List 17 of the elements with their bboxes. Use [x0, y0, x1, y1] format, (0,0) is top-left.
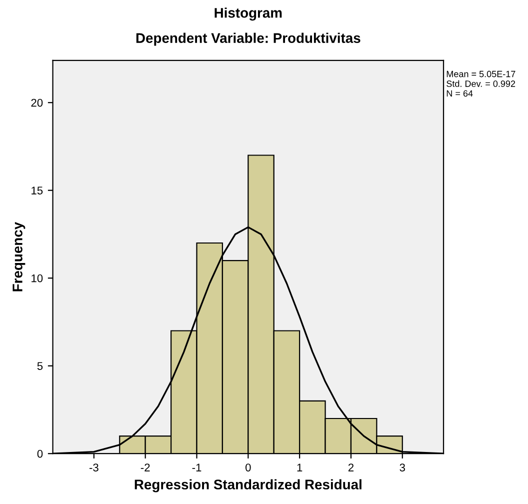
- x-tick-label: 2: [348, 464, 354, 472]
- y-tick-label: 5: [37, 362, 43, 370]
- chart-title: Histogram: [214, 8, 282, 21]
- y-tick-label: 0: [37, 450, 43, 458]
- y-tick-label: 10: [32, 274, 43, 282]
- x-tick-label: -1: [192, 464, 202, 472]
- x-axis-title: Regression Standardized Residual: [134, 479, 362, 492]
- y-tick-label: 20: [31, 98, 43, 107]
- y-tick-label: 15: [32, 186, 43, 194]
- x-tick-label: -2: [140, 464, 150, 472]
- text: Mean = 5.05E-17 Std. Dev. = 0.992 N = 64: [446, 70, 516, 97]
- y-axis-title: Frequency: [12, 222, 26, 292]
- chart-subtitle: Dependent Variable: Produktivitas: [136, 32, 360, 46]
- x-tick-label: 0: [246, 464, 251, 472]
- x-tick-label: -3: [89, 464, 98, 472]
- x-tick-label: 3: [400, 464, 405, 472]
- x-tick-label: 1: [297, 464, 302, 472]
